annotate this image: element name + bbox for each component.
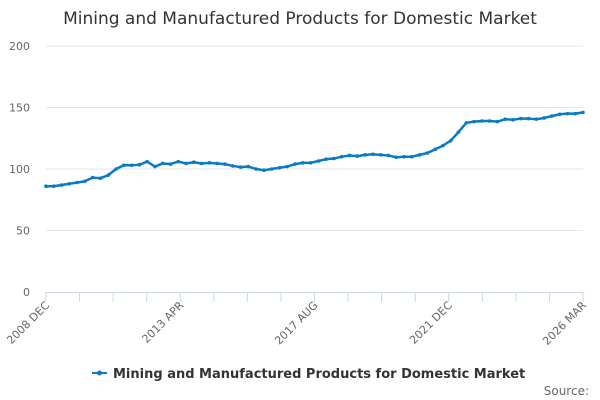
legend-label[interactable]: Mining and Manufactured Products for Dom…	[113, 367, 525, 382]
data-point[interactable]	[565, 111, 570, 116]
data-point[interactable]	[44, 184, 48, 189]
data-point[interactable]	[176, 159, 181, 164]
data-point[interactable]	[542, 116, 546, 120]
y-tick-label: 50	[16, 225, 30, 238]
legend-marker-icon	[97, 370, 102, 376]
data-point[interactable]	[137, 162, 142, 167]
data-point[interactable]	[168, 162, 173, 166]
x-tick-label: 2008 DEC	[4, 299, 52, 347]
data-point[interactable]	[192, 160, 196, 165]
data-point[interactable]	[464, 121, 469, 125]
data-point[interactable]	[301, 161, 305, 165]
y-tick-label: 100	[9, 163, 30, 176]
x-tick-label: 2017 AUG	[272, 299, 321, 348]
data-point[interactable]	[238, 165, 243, 169]
data-point[interactable]	[129, 163, 134, 168]
data-point[interactable]	[90, 175, 95, 180]
data-point[interactable]	[526, 116, 531, 121]
data-point[interactable]	[246, 164, 251, 169]
data-point[interactable]	[409, 154, 414, 159]
data-point[interactable]	[355, 154, 360, 158]
data-point[interactable]	[581, 110, 585, 115]
data-point[interactable]	[223, 162, 227, 166]
data-point[interactable]	[503, 117, 507, 121]
data-point[interactable]	[472, 119, 476, 124]
x-tick-label: 2013 APR	[139, 299, 186, 346]
data-point[interactable]	[145, 159, 149, 164]
data-point[interactable]	[153, 164, 157, 169]
data-point[interactable]	[417, 153, 422, 157]
data-point[interactable]	[511, 118, 515, 122]
data-point[interactable]	[106, 173, 111, 177]
data-point[interactable]	[402, 154, 406, 159]
data-point[interactable]	[324, 157, 328, 161]
data-point[interactable]	[75, 180, 79, 185]
data-point[interactable]	[67, 181, 72, 186]
data-point[interactable]	[160, 161, 165, 166]
data-point[interactable]	[573, 111, 578, 116]
data-point[interactable]	[448, 138, 453, 143]
data-point[interactable]	[51, 184, 56, 189]
data-point[interactable]	[293, 162, 297, 166]
data-point[interactable]	[269, 167, 274, 171]
data-point[interactable]	[83, 179, 87, 184]
x-tick-label: 2021 DEC	[407, 299, 455, 347]
data-point[interactable]	[262, 168, 266, 173]
data-point[interactable]	[534, 117, 539, 121]
data-point[interactable]	[347, 153, 352, 158]
data-point[interactable]	[495, 119, 500, 124]
data-point[interactable]	[550, 114, 554, 118]
data-point[interactable]	[199, 161, 204, 166]
data-point[interactable]	[518, 116, 523, 121]
data-point[interactable]	[184, 161, 188, 166]
data-point[interactable]	[215, 161, 220, 166]
data-point[interactable]	[487, 119, 492, 123]
data-point[interactable]	[441, 143, 445, 148]
data-point[interactable]	[371, 152, 375, 157]
data-point[interactable]	[230, 164, 235, 168]
y-tick-label: 200	[9, 40, 30, 53]
data-point[interactable]	[433, 147, 437, 152]
data-point[interactable]	[59, 183, 64, 187]
data-point[interactable]	[254, 167, 258, 171]
data-point[interactable]	[386, 153, 391, 158]
data-point[interactable]	[339, 154, 344, 159]
data-point[interactable]	[425, 151, 430, 155]
data-point[interactable]	[114, 167, 118, 171]
data-point[interactable]	[308, 161, 313, 165]
data-point[interactable]	[480, 119, 484, 123]
series-line	[46, 111, 584, 188]
data-point[interactable]	[332, 156, 336, 161]
data-point[interactable]	[378, 153, 383, 157]
data-point[interactable]	[122, 163, 126, 168]
data-point[interactable]	[277, 165, 282, 170]
data-point[interactable]	[557, 112, 562, 117]
data-point[interactable]	[316, 159, 321, 163]
y-tick-label: 150	[9, 102, 30, 115]
data-point[interactable]	[285, 164, 290, 169]
chart-title: Mining and Manufactured Products for Dom…	[63, 9, 537, 29]
legend[interactable]: Mining and Manufactured Products for Dom…	[92, 367, 525, 382]
data-point[interactable]	[456, 130, 461, 134]
y-tick-label: 0	[23, 286, 30, 299]
data-point[interactable]	[363, 153, 367, 157]
data-point[interactable]	[207, 161, 212, 165]
x-tick-label: 2026 MAR	[540, 299, 589, 348]
source-label: Source:	[544, 384, 589, 398]
data-point[interactable]	[98, 176, 103, 181]
data-point[interactable]	[394, 155, 399, 160]
